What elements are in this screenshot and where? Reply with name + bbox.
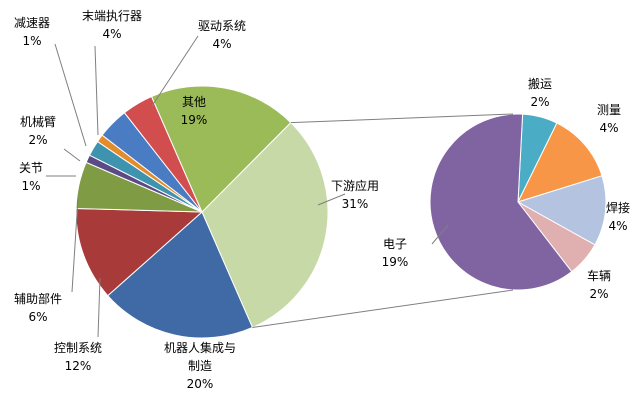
secondary-slice-5 xyxy=(429,113,573,291)
main-slice-1 xyxy=(201,121,329,329)
leader-line-electronics xyxy=(431,224,449,245)
leader-line-control-system xyxy=(97,277,101,338)
secondary-label-5: 电子 19% xyxy=(382,237,409,269)
main-slice-3 xyxy=(75,207,204,297)
secondary-slice-3 xyxy=(516,175,607,246)
leader-line-drive-system xyxy=(151,35,199,107)
connector-line-bottom xyxy=(252,289,514,328)
main-label-8: 末端执行器 4% xyxy=(82,9,142,41)
connector-line-top xyxy=(290,113,514,124)
leader-line-arm xyxy=(63,148,81,162)
secondary-label-1: 搬运 2% xyxy=(528,76,552,109)
main-label-6: 机械臂 2% xyxy=(20,114,56,147)
leader-line-downstream xyxy=(317,193,346,206)
leader-line-auxiliary xyxy=(71,197,79,293)
main-label-1: 下游应用 31% xyxy=(331,178,379,211)
secondary-label-2: 测量 4% xyxy=(597,103,621,135)
main-label-10: 其他 19% xyxy=(181,95,208,127)
main-label-5: 关节 1% xyxy=(19,161,43,193)
main-label-2: 机器人集成与制造 20% xyxy=(164,340,236,391)
leader-line-end-effector xyxy=(94,45,99,136)
secondary-label-3: 焊接 4% xyxy=(606,200,630,233)
main-slice-10 xyxy=(150,85,292,213)
main-slice-2 xyxy=(107,211,254,339)
main-label-3: 控制系统 12% xyxy=(54,341,102,373)
leader-line-reducer xyxy=(54,43,87,147)
main-label-4: 辅助部件 6% xyxy=(14,291,62,324)
main-label-7: 减速器 1% xyxy=(14,16,50,48)
secondary-label-4: 车辆 2% xyxy=(587,268,611,301)
main-label-9: 驱动系统 4% xyxy=(198,19,246,51)
